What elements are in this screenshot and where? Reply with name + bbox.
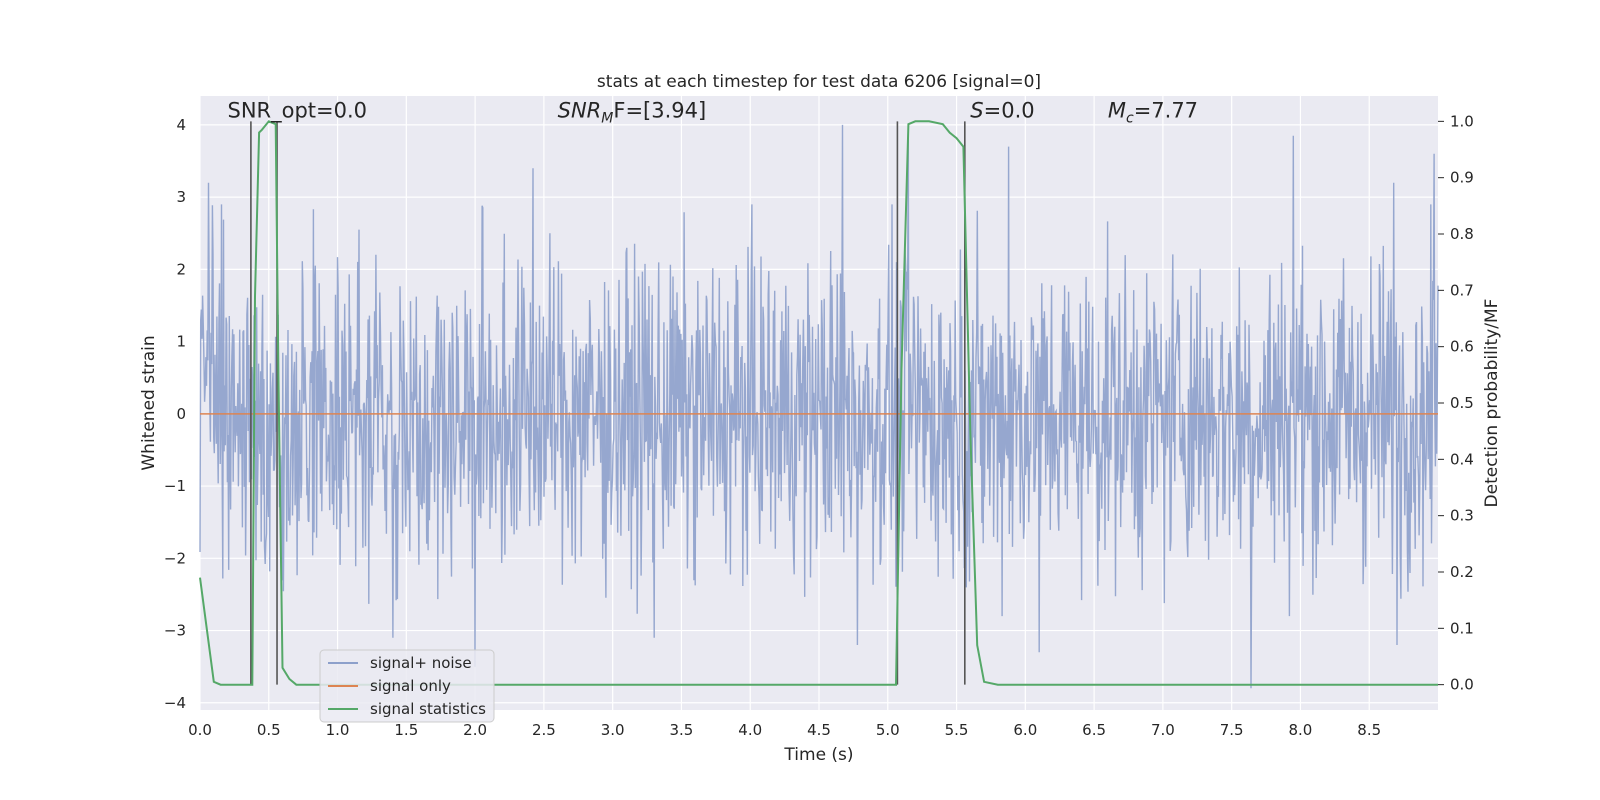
y-axis-label: Whitened strain (139, 335, 159, 470)
annotation-2-main: S (970, 99, 983, 123)
signal-noise-line (199, 124, 1439, 689)
x-axis-ticks: 0.0 0.5 1.0 1.5 2.0 2.5 3.0 3.5 4.0 4.5 5.0 5.5 6.0 6… (188, 721, 1381, 739)
x-tick-label-5: 2.5 (532, 721, 556, 739)
signal-noise-series (199, 124, 1439, 689)
signal-statistics-line (199, 120, 1438, 686)
x-tick-label-7: 3.5 (670, 721, 694, 739)
legend-box (319, 649, 495, 723)
y2-tick-label-0: 1.0 (1450, 112, 1474, 130)
signal-statistics-series (199, 120, 1438, 686)
y2-tick-label-4: 0.6 (1450, 338, 1474, 356)
x-tick-label-2: 1.0 (326, 721, 350, 739)
y2-tick-label-8: 0.2 (1450, 563, 1474, 581)
x-tick-label-10: 5.0 (876, 721, 900, 739)
annotation-2-after: =0.0 (984, 99, 1035, 123)
annotation-3-sub: c (1126, 111, 1134, 127)
y2-tick-label-3: 0.7 (1450, 281, 1474, 299)
annotation-1-after: F=[3.94] (613, 99, 706, 123)
annotation-3-main: M (1108, 99, 1126, 123)
y-tick-label-7: −3 (164, 622, 186, 640)
annotations: SNR_opt=0.0 SNRMF=[3.94] S=0.0 Mc=7.77 (228, 99, 1199, 127)
legend-label-signal-only: signal only (370, 677, 451, 695)
x-tick-label-3: 1.5 (394, 721, 418, 739)
y2-tick-label-7: 0.3 (1450, 507, 1474, 525)
x-tick-label-11: 5.5 (945, 721, 969, 739)
x-tick-label-0: 0.0 (188, 721, 212, 739)
y2-axis-label: Detection probability/MF (1482, 299, 1502, 508)
annotation-1-main: SNR (558, 99, 602, 123)
annotation-2: S=0.0 (970, 99, 1034, 123)
y-tick-label-6: −2 (164, 549, 186, 567)
annotation-1: SNRMF=[3.94] (558, 99, 707, 127)
x-tick-label-4: 2.0 (463, 721, 487, 739)
chart-title: stats at each timestep for test data 620… (597, 72, 1041, 92)
y2-tick-label-6: 0.4 (1450, 450, 1474, 468)
x-axis-label: Time (s) (783, 745, 853, 765)
y2-tick-label-2: 0.8 (1450, 225, 1474, 243)
y2-axis-ticks: 1.0 0.9 0.8 0.7 0.6 0.5 0.4 0.3 0.2 0.1 0.0 (1438, 112, 1474, 694)
y-tick-label-3: 1 (176, 333, 186, 351)
annotation-0: SNR_opt=0.0 (228, 99, 368, 124)
y-tick-label-8: −4 (164, 694, 186, 712)
legend-label-signal-noise: signal+ noise (370, 654, 472, 672)
annotation-3-after: =7.77 (1134, 99, 1198, 123)
annotation-0-main: SNR_opt=0.0 (228, 99, 368, 124)
legend: signal+ noise signal only signal statist… (319, 649, 495, 723)
x-tick-label-6: 3.0 (601, 721, 625, 739)
y2-tick-label-9: 0.1 (1450, 619, 1474, 637)
x-tick-label-9: 4.5 (807, 721, 831, 739)
legend-label-signal-statistics: signal statistics (370, 700, 486, 718)
annotation-3: Mc=7.77 (1108, 99, 1198, 127)
annotation-1-sub: M (601, 111, 613, 127)
x-tick-label-14: 7.0 (1151, 721, 1175, 739)
y2-tick-label-1: 0.9 (1450, 169, 1474, 187)
x-tick-label-1: 0.5 (257, 721, 281, 739)
y-tick-label-2: 2 (176, 260, 186, 278)
y-axis-ticks: 4 3 2 1 0 −1 −2 −3 −4 (164, 116, 186, 712)
y-tick-label-4: 0 (176, 405, 186, 423)
y-tick-label-1: 3 (176, 188, 186, 206)
y-tick-label-5: −1 (164, 477, 186, 495)
x-tick-label-13: 6.5 (1082, 721, 1106, 739)
x-tick-label-8: 4.0 (738, 721, 762, 739)
x-tick-label-12: 6.0 (1013, 721, 1037, 739)
x-tick-label-17: 8.5 (1357, 721, 1381, 739)
y-tick-label-0: 4 (176, 116, 186, 134)
y2-tick-label-5: 0.5 (1450, 394, 1474, 412)
x-tick-label-15: 7.5 (1220, 721, 1244, 739)
x-tick-label-16: 8.0 (1289, 721, 1313, 739)
y2-tick-label-10: 0.0 (1450, 676, 1474, 694)
